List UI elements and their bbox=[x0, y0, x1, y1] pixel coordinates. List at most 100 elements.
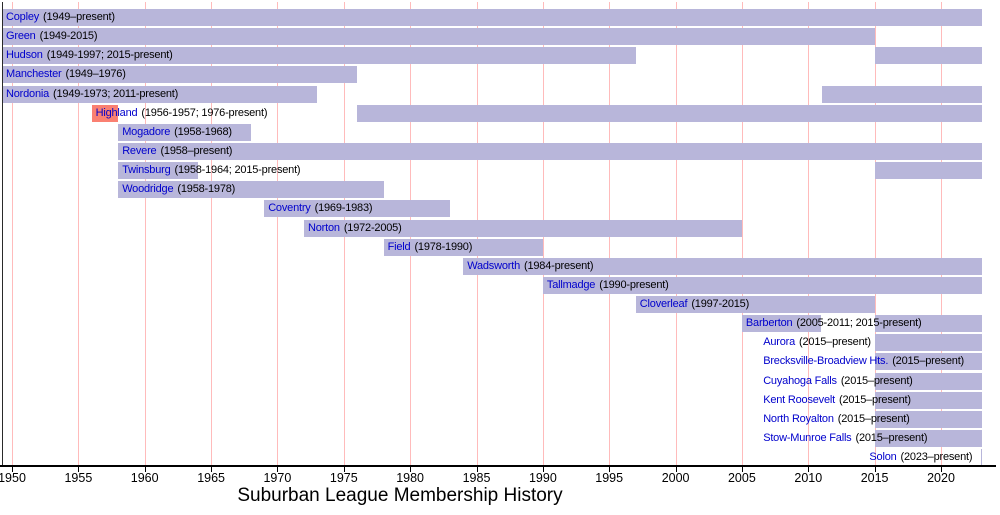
team-link-barberton[interactable]: Barberton bbox=[745, 317, 793, 330]
timeline-bar-manchester bbox=[2, 66, 358, 84]
timeline-bar-brecksville-broadview-hts bbox=[874, 353, 982, 371]
tick-1995 bbox=[609, 467, 611, 472]
team-link-hudson[interactable]: Hudson bbox=[6, 49, 43, 62]
row-years-green: (1949-2015) bbox=[39, 30, 98, 43]
row-years-mogadore: (1958-1968) bbox=[174, 125, 232, 138]
timeline-bar-green bbox=[2, 28, 875, 46]
team-link-cloverleaf[interactable]: Cloverleaf bbox=[639, 298, 688, 310]
chart-title: Suburban League Membership History bbox=[237, 485, 563, 506]
row-label-barberton: Barberton (2005-2011; 2015-present) bbox=[746, 317, 922, 330]
row-label-tallmadge: Tallmadge (1990-present) bbox=[547, 279, 669, 292]
row-years-copley: (1949–present) bbox=[43, 11, 115, 23]
team-link-coventry[interactable]: Coventry bbox=[268, 202, 311, 215]
team-link-mogadore[interactable]: Mogadore bbox=[122, 125, 171, 138]
team-link-wadsworth[interactable]: Wadsworth bbox=[467, 259, 520, 272]
timeline-bar-cloverleaf bbox=[635, 296, 875, 313]
tick-1950 bbox=[12, 467, 13, 472]
team-link-aurora[interactable]: Aurora bbox=[763, 336, 796, 349]
timeline-bar-hudson bbox=[874, 47, 982, 65]
tick-label-2015: 2015 bbox=[860, 471, 889, 485]
row-label-mogadore: Mogadore (1958-1968) bbox=[122, 126, 232, 139]
tick-2010 bbox=[808, 467, 810, 472]
tick-label-1975: 1975 bbox=[329, 471, 358, 485]
tick-1990 bbox=[542, 467, 544, 472]
gridline-1970 bbox=[277, 2, 279, 465]
tick-1985 bbox=[476, 467, 478, 472]
team-link-highland[interactable]: Highland bbox=[95, 106, 138, 119]
team-link-twinsburg[interactable]: Twinsburg bbox=[122, 164, 171, 177]
team-link-tallmadge[interactable]: Tallmadge bbox=[546, 278, 596, 291]
row-label-cloverleaf: Cloverleaf (1997-2015) bbox=[640, 298, 749, 311]
row-label-nordonia: Nordonia (1949-1973; 2011-present) bbox=[6, 88, 178, 101]
row-years-nordonia: (1949-1973; 2011-present) bbox=[53, 87, 179, 100]
team-link-manchester[interactable]: Manchester bbox=[6, 68, 62, 81]
row-years-twinsburg: (1958-1964; 2015-present) bbox=[174, 164, 301, 177]
row-years-kent-roosevelt: (2015–present) bbox=[839, 393, 911, 406]
tick-1955 bbox=[78, 467, 80, 472]
timeline-bar-kent-roosevelt bbox=[874, 391, 982, 409]
team-link-nordonia[interactable]: Nordonia bbox=[6, 87, 50, 100]
timeline-bar-twinsburg bbox=[874, 162, 982, 180]
tick-label-1980: 1980 bbox=[396, 471, 424, 485]
row-label-woodridge: Woodridge (1958-1978) bbox=[122, 183, 235, 196]
tick-label-1995: 1995 bbox=[595, 471, 624, 485]
tick-label-2000: 2000 bbox=[661, 471, 690, 485]
gridline-2015 bbox=[874, 2, 876, 465]
row-label-coventry: Coventry (1969-1983) bbox=[268, 202, 372, 215]
tick-1965 bbox=[211, 467, 213, 472]
row-label-stow-munroe-falls: Stow-Munroe Falls (2015–present) bbox=[763, 432, 927, 445]
timeline-bar-tallmadge bbox=[542, 276, 982, 294]
timeline-bar-twinsburg bbox=[118, 162, 198, 180]
row-label-solon: Solon (2023–present) bbox=[869, 451, 972, 464]
team-link-copley[interactable]: Copley bbox=[6, 11, 40, 23]
tick-label-1990: 1990 bbox=[528, 471, 557, 485]
tick-2005 bbox=[741, 467, 743, 472]
gridline-2010 bbox=[808, 2, 810, 465]
tick-1960 bbox=[144, 467, 146, 472]
row-years-cuyahoga-falls: (2015–present) bbox=[840, 374, 913, 387]
team-link-green[interactable]: Green bbox=[6, 30, 36, 43]
timeline-bar-stow-munroe-falls bbox=[874, 430, 982, 447]
gridline-2005 bbox=[741, 2, 743, 465]
team-link-solon[interactable]: Solon bbox=[869, 451, 897, 464]
tick-label-2010: 2010 bbox=[794, 471, 823, 485]
row-label-cuyahoga-falls: Cuyahoga Falls (2015–present) bbox=[763, 374, 913, 388]
row-years-north-royalton: (2015–present) bbox=[837, 412, 910, 425]
timeline-bar-revere bbox=[118, 142, 982, 160]
gridline-1955 bbox=[78, 2, 80, 465]
team-link-brecksville-broadview-hts[interactable]: Brecksville-Broadview Hts. bbox=[763, 355, 889, 368]
timeline-bar-solon bbox=[980, 449, 983, 467]
team-link-revere[interactable]: Revere bbox=[122, 144, 157, 157]
row-years-tallmadge: (1990-present) bbox=[599, 278, 669, 291]
team-link-kent-roosevelt[interactable]: Kent Roosevelt bbox=[763, 393, 835, 406]
row-years-woodridge: (1958-1978) bbox=[177, 183, 236, 196]
row-years-aurora: (2015–present) bbox=[799, 336, 871, 349]
row-years-manchester: (1949–1976) bbox=[65, 68, 126, 81]
row-label-twinsburg: Twinsburg (1958-1964; 2015-present) bbox=[122, 164, 300, 177]
tick-2015 bbox=[874, 467, 876, 472]
tick-2020 bbox=[941, 467, 942, 472]
gridline-1965 bbox=[211, 2, 213, 465]
tick-label-1955: 1955 bbox=[64, 471, 93, 485]
timeline-bar-aurora bbox=[874, 334, 982, 352]
team-link-stow-munroe-falls[interactable]: Stow-Munroe Falls bbox=[763, 432, 852, 444]
tick-label-1985: 1985 bbox=[462, 471, 491, 485]
row-years-cloverleaf: (1997-2015) bbox=[691, 298, 750, 310]
gridline-2020 bbox=[941, 2, 942, 465]
timeline-bar-hudson bbox=[2, 47, 636, 65]
timeline-bar-cuyahoga-falls bbox=[874, 372, 982, 390]
timeline-bar-norton bbox=[304, 219, 742, 237]
team-link-cuyahoga-falls[interactable]: Cuyahoga Falls bbox=[763, 374, 837, 387]
tick-label-1970: 1970 bbox=[263, 471, 292, 485]
row-years-barberton: (2005-2011; 2015-present) bbox=[796, 317, 922, 330]
row-years-revere: (1958–present) bbox=[160, 144, 233, 157]
x-axis-line bbox=[0, 465, 996, 467]
team-link-north-royalton[interactable]: North Royalton bbox=[763, 412, 834, 425]
row-label-north-royalton: North Royalton (2015–present) bbox=[763, 412, 910, 426]
team-link-norton[interactable]: Norton bbox=[308, 221, 340, 234]
team-link-woodridge[interactable]: Woodridge bbox=[122, 183, 174, 196]
timeline-bar-north-royalton bbox=[874, 410, 982, 428]
row-years-wadsworth: (1984-present) bbox=[524, 259, 594, 272]
team-link-field[interactable]: Field bbox=[387, 240, 411, 253]
